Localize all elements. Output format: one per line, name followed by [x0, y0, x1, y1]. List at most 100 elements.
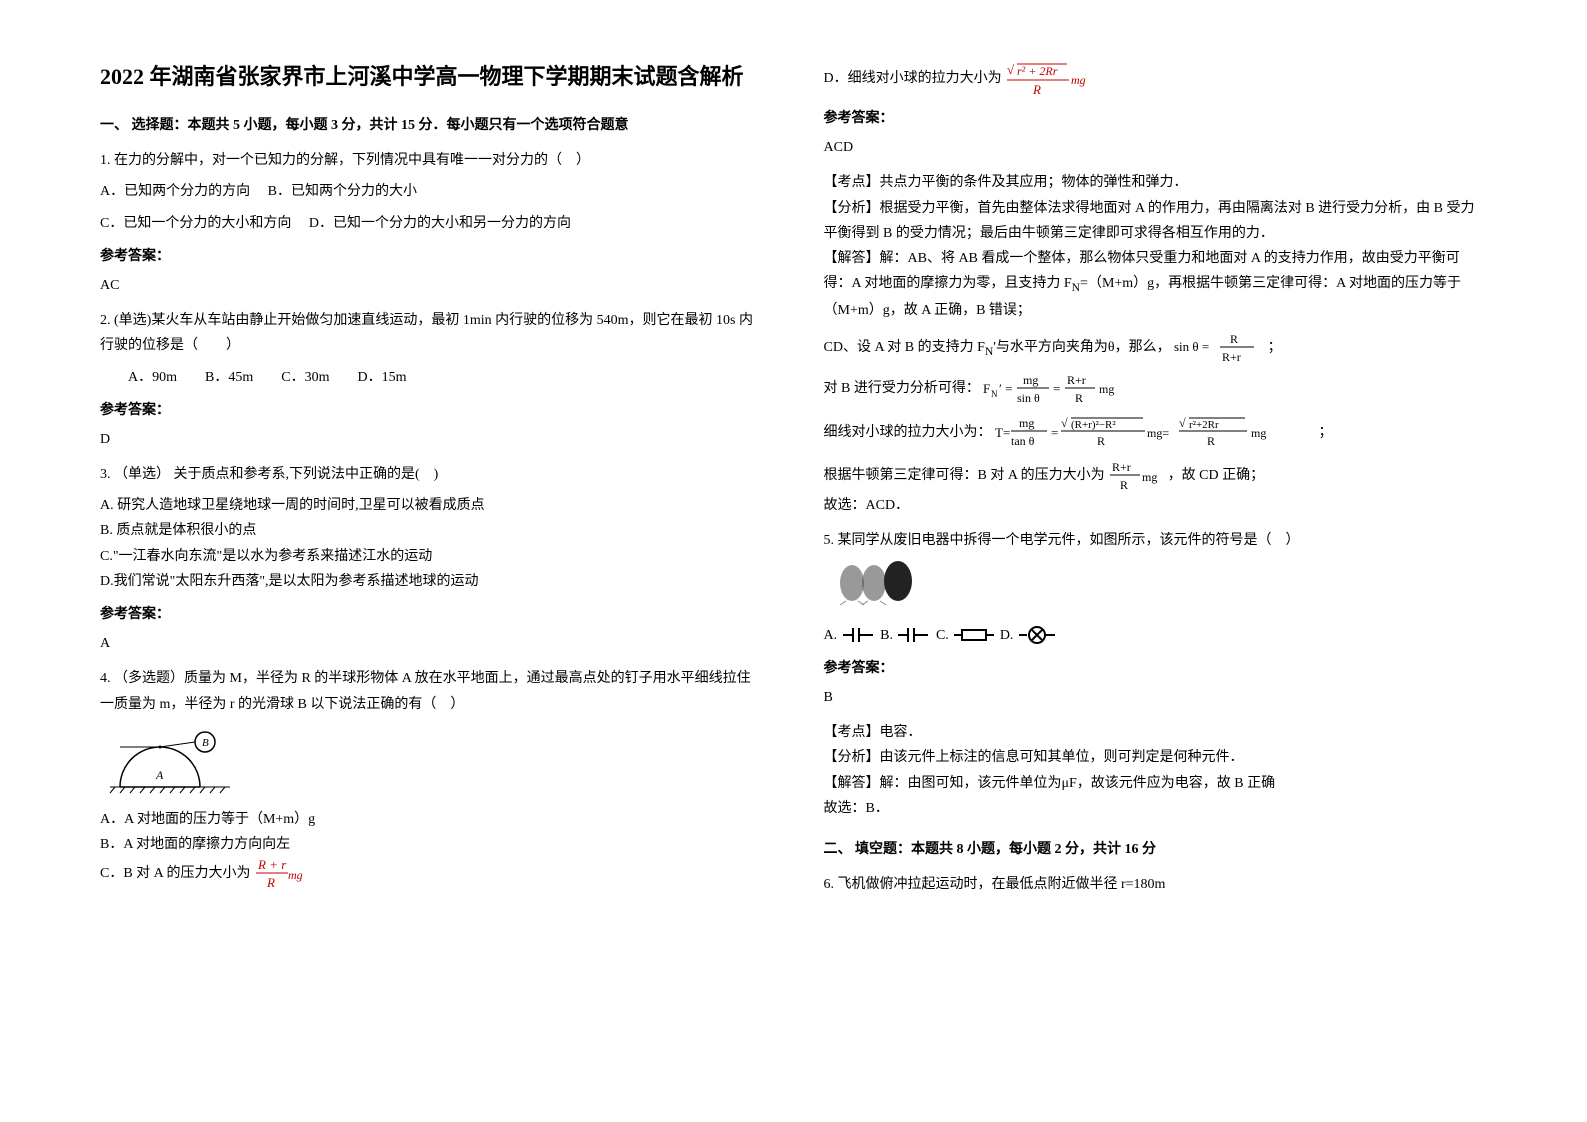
q3-ans-label: 参考答案： [100, 602, 764, 627]
q4-jieda2: CD、设 A 对 B 的支持力 FN'与水平方向夹角为θ，那么， sin θ =… [824, 331, 1488, 365]
svg-text:mg: mg [1019, 416, 1034, 430]
svg-text:√: √ [1061, 416, 1068, 430]
q2-text: 2. (单选)某火车从车站由静止开始做匀加速直线运动，最初 1min 内行驶的位… [100, 308, 764, 358]
svg-text:N: N [991, 389, 998, 399]
svg-text:tan θ: tan θ [1011, 434, 1035, 448]
svg-text:mg: mg [1142, 470, 1157, 484]
svg-text:R+r: R+r [1222, 350, 1241, 364]
svg-text:r² + 2Rr: r² + 2Rr [1017, 64, 1058, 78]
q4-text: 4. （多选题）质量为 M，半径为 R 的半球形物体 A 放在水平地面上，通过最… [100, 666, 764, 716]
capacitor-photo-icon [824, 561, 1488, 614]
q5-ans: B [824, 685, 1488, 710]
svg-text:A: A [155, 768, 164, 782]
left-column: 2022 年湖南省张家界市上河溪中学高一物理下学期期末试题含解析 一、 选择题：… [100, 60, 764, 907]
svg-text:√: √ [1007, 62, 1015, 77]
symbol-a-icon [841, 625, 877, 645]
q5-guxuan: 故选：B． [824, 796, 1488, 821]
q1-options: A．已知两个分力的方向 B．已知两个分力的大小 [100, 179, 764, 204]
q1-optB: B．已知两个分力的大小 [268, 184, 417, 199]
formula-sintheta-icon: sin θ = R R+r [1174, 340, 1268, 355]
svg-text:B: B [202, 737, 209, 749]
q3-optD: D.我们常说"太阳东升西落",是以太阳为参考系描述地球的运动 [100, 569, 764, 594]
svg-text:√: √ [1179, 416, 1186, 430]
q2-ans-label: 参考答案： [100, 398, 764, 423]
svg-text:mg: mg [1099, 382, 1114, 396]
section2-header: 二、 填空题：本题共 8 小题，每小题 2 分，共计 16 分 [824, 837, 1488, 862]
q4-kaodian: 【考点】共点力平衡的条件及其应用；物体的弹性和弹力． [824, 170, 1488, 195]
q1-text: 1. 在力的分解中，对一个已知力的分解，下列情况中具有唯一一对分力的（ ） [100, 148, 764, 173]
q4-jieda4: 细线对小球的拉力大小为： T= mg tan θ = √ (R+r)²−R² R… [824, 413, 1488, 453]
section1-header: 一、 选择题：本题共 5 小题，每小题 3 分，共计 15 分．每小题只有一个选… [100, 113, 764, 138]
q4-jieda2-prefix: CD、设 A 对 B 的支持力 F [824, 340, 985, 355]
svg-text:R: R [1075, 391, 1083, 405]
svg-text:r²+2Rr: r²+2Rr [1189, 419, 1219, 431]
page-title: 2022 年湖南省张家界市上河溪中学高一物理下学期期末试题含解析 [100, 60, 764, 93]
q5-fenxi: 【分析】由该元件上标注的信息可知其单位，则可判定是何种元件． [824, 745, 1488, 770]
q4-jieda3-prefix: 对 B 进行受力分析可得： [824, 381, 980, 396]
q5-ans-label: 参考答案： [824, 656, 1488, 681]
formula-FN-icon: FN′ = mg sin θ = R+r R mg [983, 381, 1153, 396]
q5-text: 5. 某同学从废旧电器中拆得一个电学元件，如图所示，该元件的符号是（ ） [824, 528, 1488, 553]
formula-pressure-icon: R+r R mg [1108, 468, 1168, 483]
q1-optD: D．已知一个分力的大小和另一分力的方向 [309, 216, 571, 231]
q1-options-cd: C．已知一个分力的大小和方向 D．已知一个分力的大小和另一分力的方向 [100, 211, 764, 236]
svg-text:=: = [1053, 381, 1060, 396]
svg-text:R: R [266, 875, 275, 890]
svg-text:sin θ: sin θ [1017, 391, 1040, 405]
formula-C-icon: R + r R mg [254, 857, 304, 891]
q5-optB-label: B. [880, 628, 896, 643]
question-1: 1. 在力的分解中，对一个已知力的分解，下列情况中具有唯一一对分力的（ ） A．… [100, 148, 764, 298]
svg-text:R: R [1230, 332, 1238, 346]
q4-optD-prefix: D．细线对小球的拉力大小为 [824, 71, 1006, 86]
q4-jieda5-suffix: ，故 CD 正确； [1168, 468, 1264, 483]
q5-kaodian: 【考点】电容． [824, 720, 1488, 745]
q3-optB: B. 质点就是体积很小的点 [100, 518, 764, 543]
svg-text:(R+r)²−R²: (R+r)²−R² [1071, 419, 1116, 431]
svg-text:R: R [1207, 434, 1215, 448]
q4-ans-label: 参考答案： [824, 106, 1488, 131]
q5-optD-label: D. [1000, 628, 1017, 643]
svg-text:T=: T= [995, 425, 1010, 440]
q1-ans-label: 参考答案： [100, 244, 764, 269]
symbol-d-icon [1017, 625, 1057, 645]
q4-jieda3: 对 B 进行受力分析可得： FN′ = mg sin θ = R+r R mg [824, 371, 1488, 407]
svg-text:′ =: ′ = [999, 381, 1012, 396]
q2-opts: A．90m B．45m C．30m D．15m [128, 365, 764, 390]
q4-ans: ACD [824, 135, 1488, 160]
question-2: 2. (单选)某火车从车站由静止开始做匀加速直线运动，最初 1min 内行驶的位… [100, 308, 764, 452]
svg-text:R+r: R+r [1112, 460, 1131, 474]
q4-jieda5-prefix: 根据牛顿第三定律可得：B 对 A 的压力大小为 [824, 468, 1109, 483]
svg-text:R: R [1032, 82, 1041, 97]
q4-jieda2-cont: '与水平方向夹角为θ，那么， [993, 340, 1170, 355]
question-6: 6. 飞机做俯冲拉起运动时，在最低点附近做半径 r=180m [824, 872, 1488, 897]
q4-jieda1: 【解答】解：AB、将 AB 看成一个整体，那么物体只受重力和地面对 A 的支持力… [824, 246, 1488, 323]
formula-T-icon: T= mg tan θ = √ (R+r)²−R² R mg= √ r²+2Rr… [995, 425, 1319, 440]
q3-optA: A. 研究人造地球卫星绕地球一周的时间时,卫星可以被看成质点 [100, 493, 764, 518]
q2-ans: D [100, 427, 764, 452]
svg-text:R: R [1120, 478, 1128, 492]
q4-jieda4-prefix: 细线对小球的拉力大小为： [824, 425, 992, 440]
q3-ans: A [100, 631, 764, 656]
svg-text:mg: mg [1023, 373, 1038, 387]
q5-optC-label: C. [936, 628, 952, 643]
svg-text:=: = [1051, 425, 1058, 440]
q5-jieda: 【解答】解：由图可知，该元件单位为μF，故该元件应为电容，故 B 正确 [824, 771, 1488, 796]
q1-optC: C．已知一个分力的大小和方向 [100, 216, 291, 231]
q4-guxuan: 故选：ACD． [824, 493, 1488, 518]
q1-optA: A．已知两个分力的方向 [100, 184, 250, 199]
q5-options: A. B. C. [824, 623, 1488, 648]
svg-text:R+r: R+r [1067, 373, 1086, 387]
q3-optC: C."一江春水向东流"是以水为参考系来描述江水的运动 [100, 544, 764, 569]
symbol-c-icon [952, 625, 996, 645]
formula-D-icon: √ r² + 2Rr R mg [1005, 60, 1095, 98]
q4-jieda5: 根据牛顿第三定律可得：B 对 A 的压力大小为 R+r R mg ，故 CD 正… [824, 459, 1488, 493]
q3-text: 3. （单选） 关于质点和参考系,下列说法中正确的是( ) [100, 462, 764, 487]
symbol-b-icon [896, 625, 932, 645]
right-column: D．细线对小球的拉力大小为 √ r² + 2Rr R mg 参考答案： ACD … [824, 60, 1488, 907]
svg-text:mg=: mg= [1147, 426, 1169, 440]
question-5: 5. 某同学从废旧电器中拆得一个电学元件，如图所示，该元件的符号是（ ） A. [824, 528, 1488, 821]
svg-text:sin θ =: sin θ = [1174, 339, 1209, 354]
q4-figure: A B [100, 727, 764, 797]
svg-text:mg: mg [1071, 73, 1086, 87]
q4-optB: B．A 对地面的摩擦力方向向左 [100, 832, 764, 857]
